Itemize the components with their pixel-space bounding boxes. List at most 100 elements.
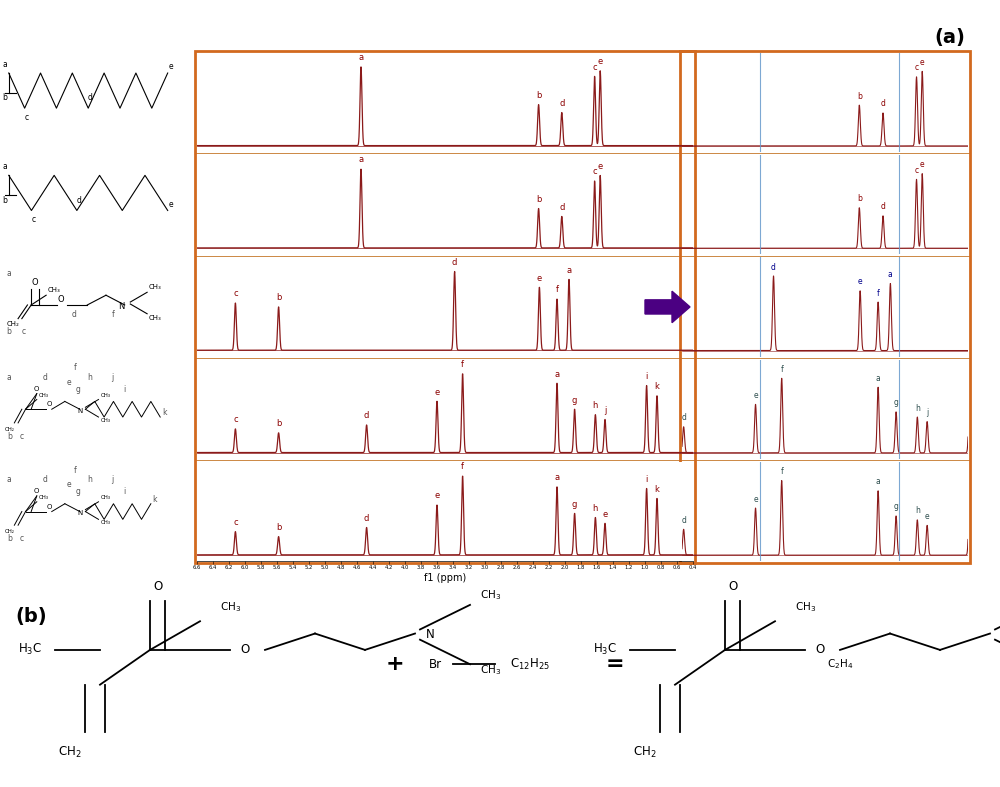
Text: c: c (592, 168, 597, 176)
Text: CH₂: CH₂ (5, 529, 15, 534)
Text: CH₃: CH₃ (149, 284, 162, 290)
Text: f: f (74, 466, 77, 475)
Text: c: c (233, 518, 238, 527)
Text: g: g (76, 487, 81, 496)
Text: a: a (554, 473, 560, 482)
Text: (a): (a) (934, 28, 965, 46)
Text: CH$_3$: CH$_3$ (480, 663, 501, 678)
Text: O: O (728, 580, 738, 593)
Text: h: h (87, 373, 92, 382)
Text: e: e (169, 62, 174, 71)
Text: g: g (76, 385, 81, 394)
Text: c: c (914, 166, 919, 175)
Text: h: h (915, 506, 920, 515)
Text: h: h (593, 504, 598, 513)
Text: C$_{12}$H$_{25}$: C$_{12}$H$_{25}$ (510, 656, 550, 672)
Text: b: b (276, 523, 281, 532)
Text: j: j (112, 475, 114, 484)
Text: j: j (926, 408, 928, 417)
Text: d: d (771, 263, 776, 272)
Text: g: g (572, 500, 577, 508)
Text: k: k (655, 382, 659, 391)
Text: b: b (276, 294, 281, 302)
Text: d: d (881, 202, 885, 212)
Text: i: i (123, 487, 125, 496)
Text: e: e (67, 378, 71, 387)
Text: CH$_2$: CH$_2$ (58, 745, 82, 759)
Text: O: O (34, 386, 39, 392)
Text: a: a (358, 54, 364, 62)
Text: e: e (753, 494, 758, 504)
Text: C$_2$H$_4$: C$_2$H$_4$ (827, 657, 853, 671)
Text: a: a (566, 266, 572, 275)
Text: h: h (593, 401, 598, 410)
Text: CH₃: CH₃ (39, 393, 49, 397)
Text: c: c (31, 215, 35, 224)
Text: e: e (920, 58, 925, 67)
Text: a: a (554, 370, 560, 379)
Text: b: b (7, 431, 12, 441)
Text: e: e (858, 277, 862, 286)
Text: j: j (604, 406, 606, 415)
Text: O: O (240, 644, 250, 656)
Text: (b): (b) (15, 607, 47, 626)
Text: c: c (20, 431, 24, 441)
Text: CH$_3$: CH$_3$ (795, 600, 816, 614)
Text: CH₃: CH₃ (100, 495, 110, 500)
Text: k: k (153, 495, 157, 504)
Text: f: f (780, 467, 783, 476)
Text: a: a (3, 162, 7, 172)
Text: e: e (925, 512, 929, 521)
Text: c: c (233, 416, 238, 424)
Text: e: e (537, 274, 542, 283)
Text: d: d (42, 475, 47, 484)
Text: g: g (894, 502, 899, 512)
Text: b: b (6, 327, 11, 336)
Text: O: O (815, 644, 825, 656)
Text: f: f (112, 310, 115, 319)
Text: d: d (881, 99, 885, 109)
Text: e: e (602, 510, 608, 519)
Text: d: d (364, 514, 369, 523)
Text: i: i (645, 371, 648, 381)
Text: N: N (118, 302, 124, 311)
Text: CH₂: CH₂ (7, 321, 20, 327)
Text: N: N (77, 511, 82, 516)
Text: N: N (77, 408, 82, 414)
Text: CH₃: CH₃ (48, 287, 61, 294)
Text: j: j (112, 373, 114, 382)
Text: d: d (72, 310, 77, 319)
Text: d: d (88, 94, 93, 102)
Text: b: b (3, 94, 7, 102)
Text: O: O (58, 295, 64, 304)
FancyArrow shape (645, 291, 690, 323)
Text: f: f (780, 365, 783, 374)
Text: b: b (3, 196, 7, 205)
Text: e: e (598, 57, 603, 66)
Text: H$_3$C: H$_3$C (18, 642, 42, 657)
Text: e: e (67, 480, 71, 490)
Text: k: k (162, 408, 167, 417)
Text: c: c (22, 327, 26, 336)
Text: CH$_3$: CH$_3$ (480, 588, 501, 601)
Text: Br: Br (428, 658, 442, 671)
Text: h: h (915, 404, 920, 412)
Text: O: O (46, 504, 52, 510)
Text: H$_3$C: H$_3$C (593, 642, 617, 657)
Text: CH₃: CH₃ (100, 520, 110, 525)
Text: d: d (681, 515, 686, 525)
Text: d: d (452, 258, 457, 267)
Text: +: + (386, 654, 404, 674)
Text: CH₂: CH₂ (5, 427, 15, 432)
Text: a: a (7, 373, 12, 382)
Text: g: g (572, 396, 577, 405)
Bar (195, 51, 695, 563)
Text: h: h (87, 475, 92, 484)
Text: b: b (7, 534, 12, 543)
Text: N: N (426, 628, 434, 641)
Text: b: b (536, 91, 541, 100)
Text: a: a (876, 374, 880, 382)
Text: b: b (276, 419, 281, 428)
Text: CH$_3$: CH$_3$ (220, 600, 241, 614)
Text: c: c (20, 534, 24, 543)
